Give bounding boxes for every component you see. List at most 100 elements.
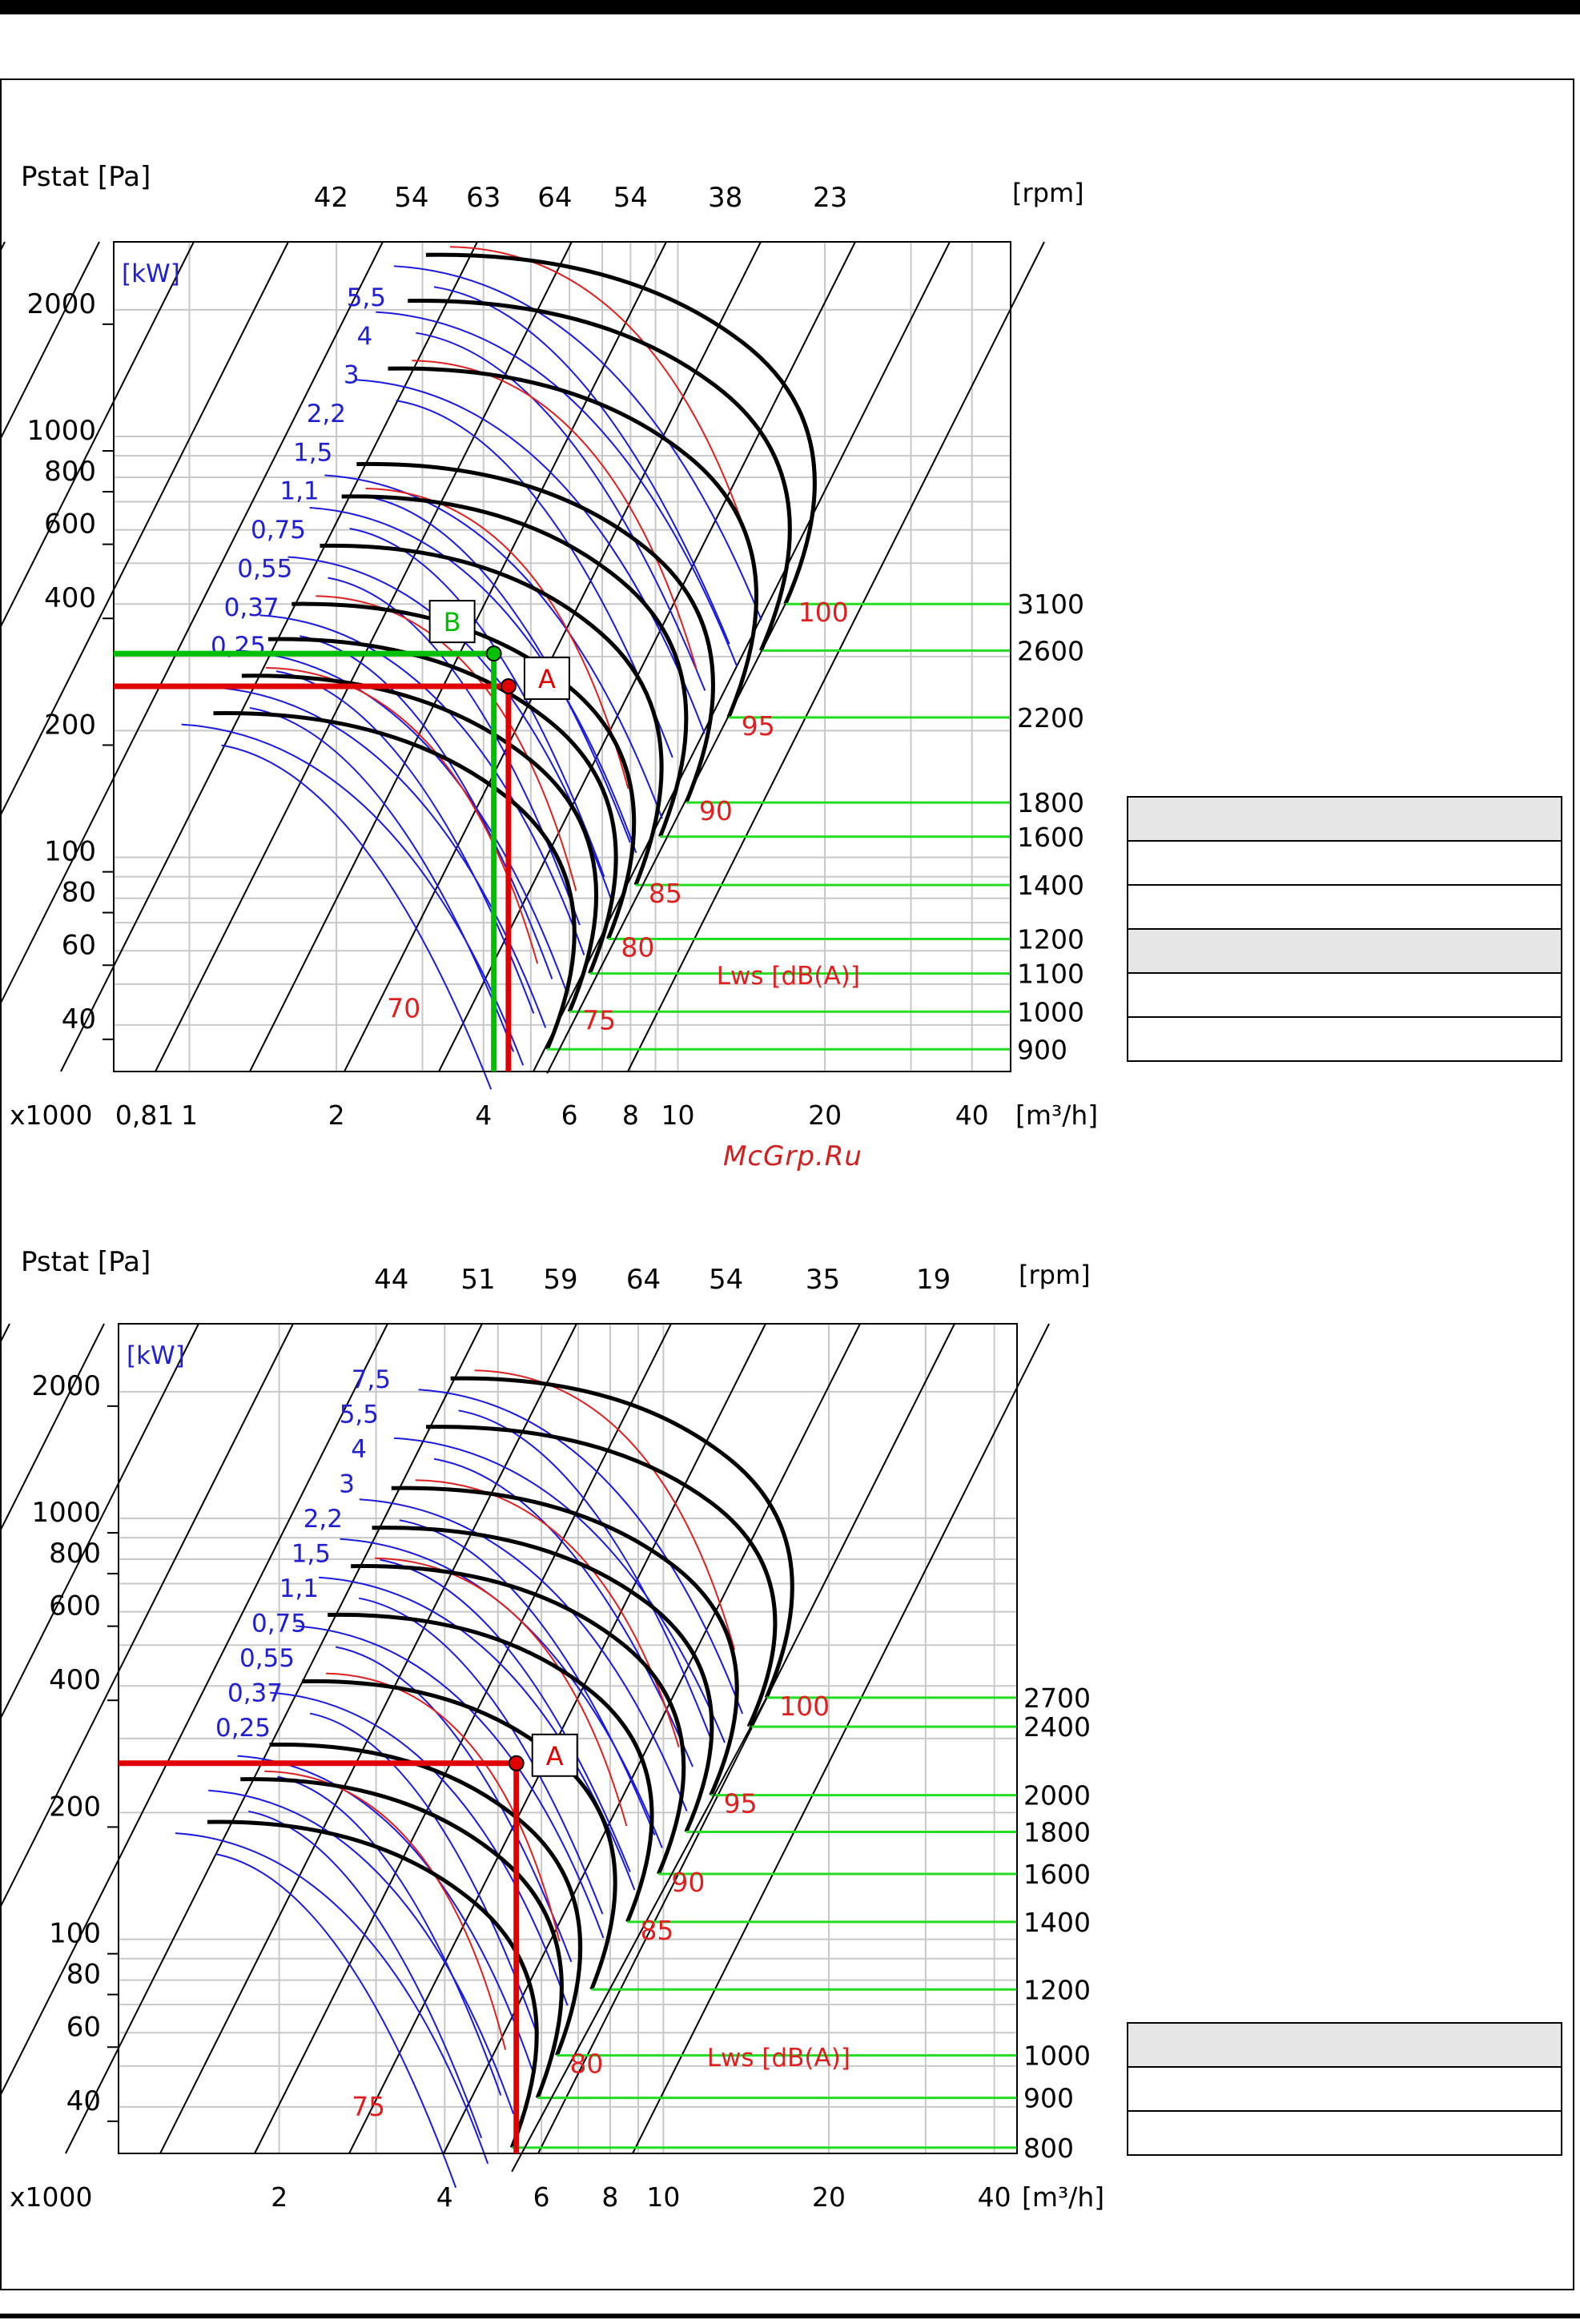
power-unit-label: [kW] [122, 259, 180, 288]
efficiency-label: 64 [626, 1264, 661, 1296]
operating-point-box [531, 1733, 578, 1777]
x-tick-label: 4 [436, 2181, 453, 2213]
table-row [1127, 1016, 1562, 1062]
operating-point-box [428, 600, 476, 644]
rpm-label: 900 [1017, 1034, 1067, 1065]
y-tick-label: 200 [44, 709, 96, 741]
power-label: 5,5 [347, 283, 386, 312]
noise-curve [264, 1770, 507, 2050]
noise-curve [474, 1369, 736, 1651]
fan-limit-line [511, 1697, 767, 2173]
x-multiplier-label: x1000 [10, 2181, 93, 2213]
x-tick-label: 40 [955, 1100, 989, 1131]
power-curve [175, 1832, 489, 2165]
rpm-curve [351, 1564, 686, 1875]
rpm-label: 1200 [1023, 1974, 1091, 2005]
y-tick-label: 2000 [31, 1370, 101, 1402]
power-label: 7,5 [352, 1365, 391, 1394]
power-curve [277, 1775, 502, 2096]
system-line [627, 241, 1045, 1072]
power-curve [433, 1458, 694, 1767]
efficiency-label: 59 [543, 1264, 577, 1296]
bottom-rule [0, 2314, 1580, 2318]
noise-label: 95 [742, 710, 775, 742]
x-tick-label: 8 [601, 2181, 618, 2213]
system-line [0, 1323, 10, 1345]
noise-label: 80 [621, 932, 654, 963]
x-multiplier-label: x1000 [10, 1100, 93, 1131]
x-tick-label: 10 [661, 1100, 694, 1131]
x-tick-label: 2 [328, 1100, 345, 1131]
x-tick-label: 6 [561, 1100, 578, 1131]
power-label: 2,2 [307, 400, 346, 428]
y-tick-label: 2000 [26, 288, 96, 320]
power-curve [358, 1597, 604, 1915]
rpm-label: 1100 [1017, 959, 1084, 990]
table-row [1127, 972, 1562, 1018]
table-row [1127, 2022, 1562, 2068]
y-tick-label: 100 [49, 1918, 101, 1950]
x-tick-label: 40 [978, 2181, 1011, 2213]
efficiency-label: 51 [460, 1264, 495, 1296]
y-tick-label: 600 [49, 1590, 101, 1622]
y-tick-label: 800 [44, 456, 96, 488]
noise-label: 75 [582, 1004, 616, 1035]
power-label: 4 [351, 1435, 367, 1464]
power-label: 0,25 [215, 1714, 271, 1743]
rpm-label: 2200 [1017, 702, 1084, 734]
power-curve [270, 1691, 569, 2006]
system-line [0, 241, 289, 818]
system-line [537, 1323, 955, 2154]
power-curve [393, 1437, 726, 1743]
efficiency-unit-label: [rpm] [1019, 1260, 1091, 1290]
efficiency-label: 44 [374, 1264, 408, 1296]
noise-label: 85 [640, 1915, 673, 1946]
y-tick-label: 1000 [26, 415, 96, 447]
noise-label: 100 [779, 1691, 830, 1722]
efficiency-label: 38 [708, 182, 742, 214]
system-line [0, 241, 6, 254]
system-line [0, 1323, 105, 1534]
power-curve [364, 495, 631, 843]
top-rule [0, 0, 1580, 14]
efficiency-label: 54 [613, 182, 648, 214]
rpm-label: 2700 [1023, 1683, 1091, 1714]
y-tick-label: 80 [66, 1959, 101, 1991]
rpm-curve [320, 543, 664, 887]
rpm-curve [269, 1742, 583, 2057]
efficiency-label: 42 [314, 182, 348, 214]
rpm-curve [341, 494, 689, 838]
power-label: 5,5 [340, 1401, 379, 1429]
rpm-label: 1200 [1017, 924, 1084, 955]
system-line [632, 1323, 1050, 2154]
operating-point-label: B [444, 607, 461, 637]
watermark: McGrp.Ru [723, 1140, 862, 1172]
rpm-curve [356, 461, 715, 804]
power-label: 0,37 [227, 1679, 283, 1708]
power-unit-label: [kW] [127, 1341, 185, 1370]
rpm-curve [207, 1819, 539, 2149]
power-curve [309, 507, 637, 854]
operating-point-box [523, 656, 570, 700]
efficiency-label: 23 [813, 182, 847, 214]
y-tick-label: 1000 [31, 1497, 101, 1529]
y-axis-title: Pstat [Pa] [21, 1246, 151, 1278]
power-curve [215, 1853, 457, 2189]
noise-label: 90 [699, 795, 733, 826]
x-tick-label: 2 [271, 2181, 287, 2213]
rpm-label: 1000 [1023, 2041, 1091, 2072]
system-line [159, 1323, 577, 2154]
power-curve [393, 265, 762, 621]
noise-label: 80 [569, 2049, 603, 2080]
power-curve [359, 1498, 688, 1812]
rpm-curve [408, 299, 792, 652]
power-curve [249, 706, 515, 1052]
x-tick-label: 20 [808, 1100, 842, 1131]
plot-border [118, 1323, 1018, 2154]
power-label: 0,75 [251, 516, 306, 545]
table-row [1127, 884, 1562, 930]
table-row [1127, 840, 1562, 886]
power-curve [376, 311, 738, 667]
rpm-label: 900 [1023, 2083, 1074, 2114]
noise-label: 100 [798, 597, 849, 628]
